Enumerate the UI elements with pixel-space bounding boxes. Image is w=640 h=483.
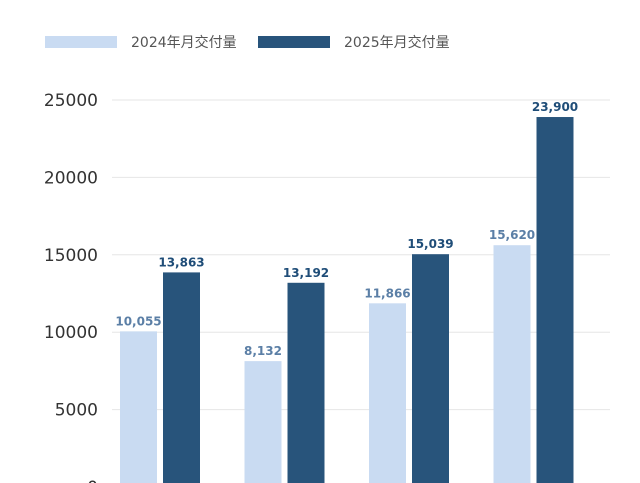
data-labels: 10,055 13,863 8,132 13,192 11,866 15,039 15,62… — [115, 100, 578, 358]
y-axis: 0 5000 10000 15000 20000 25000 — [44, 91, 98, 483]
bar-2024 — [369, 303, 406, 483]
y-tick-label: 25000 — [44, 91, 98, 111]
legend: 2024年月交付量 2025年月交付量 — [45, 34, 450, 51]
bar-2024 — [120, 331, 157, 483]
bar-2025 — [287, 282, 325, 483]
y-tick-label: 0 — [87, 478, 98, 483]
data-label: 13,192 — [283, 266, 329, 280]
bar-2025 — [536, 117, 574, 483]
data-label: 11,866 — [364, 286, 410, 300]
data-label: 15,620 — [489, 228, 535, 242]
y-tick-label: 10000 — [44, 323, 98, 343]
y-tick-label: 15000 — [44, 246, 98, 266]
bar-2024 — [493, 245, 531, 483]
data-label: 8,132 — [244, 344, 282, 358]
data-label: 15,039 — [407, 237, 453, 251]
data-label: 23,900 — [532, 100, 578, 114]
legend-swatch-2024 — [45, 36, 117, 48]
legend-label-2024: 2024年月交付量 — [131, 34, 237, 51]
bar-2025 — [412, 254, 449, 483]
data-label: 10,055 — [115, 314, 161, 328]
y-tick-label: 5000 — [55, 401, 98, 421]
legend-label-2025: 2025年月交付量 — [344, 34, 450, 51]
bar-2025 — [163, 272, 200, 483]
y-tick-label: 20000 — [44, 168, 98, 188]
data-label: 13,863 — [158, 255, 204, 269]
bars — [120, 117, 574, 483]
legend-swatch-2025 — [258, 36, 330, 48]
bar-2024 — [244, 361, 282, 483]
